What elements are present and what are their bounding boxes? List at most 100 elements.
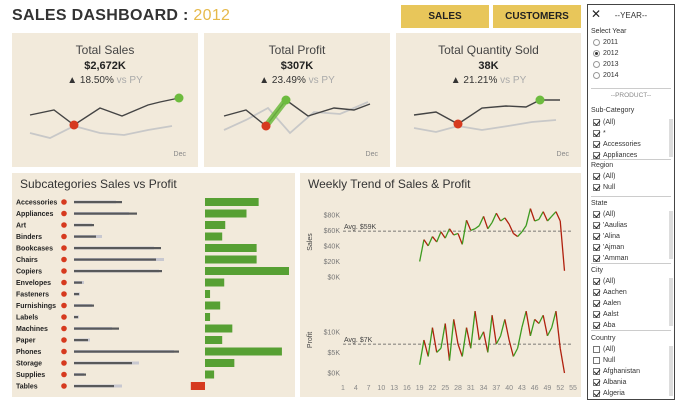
checkbox[interactable]: [593, 346, 600, 353]
radio-button[interactable]: [593, 72, 600, 79]
sales-bar: [74, 247, 161, 250]
sales-line-segment: [453, 232, 459, 236]
profit-line-segment: [457, 343, 463, 357]
state-option[interactable]: (All): [593, 211, 615, 218]
sales-bar: [74, 327, 119, 330]
year-option[interactable]: 2014: [593, 72, 619, 79]
week-tick-label: 55: [569, 385, 577, 392]
checkbox[interactable]: [593, 289, 600, 296]
sales-line-segment: [474, 225, 480, 230]
week-tick-label: 4: [354, 385, 358, 392]
scrollbar[interactable]: [669, 346, 673, 396]
radio-button[interactable]: [593, 39, 600, 46]
scrollbar[interactable]: [669, 278, 673, 326]
sales-nav-button[interactable]: SALES: [401, 5, 489, 28]
category-label: Tables: [16, 384, 38, 391]
state-option[interactable]: 'Amman: [593, 255, 628, 262]
state-option[interactable]: 'Ajman: [593, 244, 624, 251]
subcategory-option[interactable]: *: [593, 130, 606, 137]
subcategory-option[interactable]: Accessories: [593, 141, 641, 148]
checkbox[interactable]: [593, 141, 600, 148]
profit-line-segment: [538, 314, 544, 324]
checkbox[interactable]: [593, 390, 600, 397]
city-option[interactable]: Aalen: [593, 300, 621, 307]
scrollbar[interactable]: [669, 211, 673, 259]
country-option[interactable]: Afghanistan: [593, 368, 640, 375]
city-option[interactable]: (All): [593, 278, 615, 285]
category-label: Phones: [16, 349, 41, 356]
year-option[interactable]: 2012: [593, 50, 619, 57]
profit-line-segment: [546, 327, 553, 337]
subcat-panel: Subcategories Sales vs Profit Accessorie…: [12, 173, 295, 397]
radio-button[interactable]: [593, 50, 600, 57]
state-option[interactable]: 'Alina: [593, 233, 620, 240]
checkbox[interactable]: [593, 300, 600, 307]
week-tick-label: 28: [454, 385, 462, 392]
city-option[interactable]: Aachen: [593, 289, 627, 296]
checkbox[interactable]: [593, 184, 600, 191]
country-option[interactable]: (All): [593, 346, 615, 353]
week-tick-label: 1: [341, 385, 345, 392]
checkbox[interactable]: [593, 244, 600, 251]
country-option[interactable]: Albania: [593, 379, 626, 386]
checkbox[interactable]: [593, 379, 600, 386]
week-tick-label: 25: [441, 385, 449, 392]
checkbox[interactable]: [593, 152, 600, 159]
category-dot: [61, 210, 67, 217]
sales-line-segment: [512, 232, 519, 238]
radio-button[interactable]: [593, 61, 600, 68]
country-option[interactable]: Algeria: [593, 390, 625, 397]
state-option[interactable]: 'Aaulias: [593, 222, 627, 229]
filter-option-label: Aalst: [603, 311, 619, 318]
city-option[interactable]: Aba: [593, 322, 615, 329]
scrollbar[interactable]: [669, 119, 673, 157]
checkbox[interactable]: [593, 255, 600, 262]
sales-bar: [74, 373, 86, 376]
profit-bar: [205, 336, 223, 344]
sales-bar: [74, 316, 78, 319]
kpi-value: $307K: [280, 60, 314, 72]
region-option[interactable]: Null: [593, 184, 615, 191]
filter-option-label: 2013: [603, 61, 619, 68]
filter-option-label: Algeria: [603, 390, 625, 397]
country-option[interactable]: Null: [593, 357, 615, 364]
profit-line-segment: [525, 311, 532, 336]
profit-bar: [205, 370, 215, 379]
profit-bar: [205, 244, 257, 252]
category-dot: [61, 256, 67, 263]
checkbox[interactable]: [593, 173, 600, 180]
checkbox[interactable]: [593, 278, 600, 285]
customers-nav-button[interactable]: CUSTOMERS: [493, 5, 581, 28]
city-option[interactable]: Aalst: [593, 311, 619, 318]
checkbox[interactable]: [593, 233, 600, 240]
subcategory-option[interactable]: Appliances: [593, 152, 637, 159]
filter-option-label: 'Aaulias: [603, 222, 628, 229]
checkbox[interactable]: [593, 311, 600, 318]
profit-line-segment: [504, 319, 510, 341]
checkbox[interactable]: [593, 222, 600, 229]
category-dot: [61, 233, 67, 240]
sales-line-segment: [478, 216, 485, 226]
category-label: Paper: [16, 338, 36, 345]
sales-line-segment: [525, 208, 532, 226]
kpi-value: $2,672K: [84, 60, 126, 72]
checkbox[interactable]: [593, 119, 600, 126]
region-option[interactable]: (All): [593, 173, 615, 180]
kpi-card-profit: Total Profit $307K ▲ 23.49% vs PY Dec: [204, 33, 390, 167]
checkbox[interactable]: [593, 211, 600, 218]
close-icon[interactable]: ✕: [591, 7, 602, 21]
checkbox[interactable]: [593, 368, 600, 375]
kpi-dec-label: Dec: [173, 151, 186, 158]
checkbox[interactable]: [593, 322, 600, 329]
subcategory-option[interactable]: (All): [593, 119, 615, 126]
sales-line-segment: [555, 211, 561, 222]
year-option[interactable]: 2011: [593, 39, 618, 46]
sales-bar: [74, 293, 79, 296]
profit-line-segment: [431, 327, 438, 353]
checkbox[interactable]: [593, 357, 600, 364]
sales-line-segment: [551, 211, 557, 217]
sales-line-segment: [495, 212, 502, 222]
checkbox[interactable]: [593, 130, 600, 137]
year-option[interactable]: 2013: [593, 61, 619, 68]
kpi-card-sales: Total Sales $2,672K ▲ 18.50% vs PY Dec: [12, 33, 198, 167]
